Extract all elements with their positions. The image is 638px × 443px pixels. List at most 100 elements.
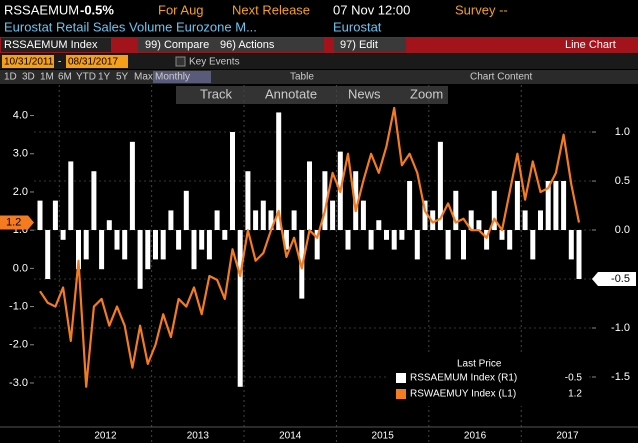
bar xyxy=(468,210,474,231)
tool[interactable]: Track xyxy=(200,86,233,101)
y-tick-label: 4.0 xyxy=(13,109,28,121)
start-date[interactable]: 10/31/2011 xyxy=(4,57,54,68)
legend xyxy=(388,354,588,406)
bar xyxy=(222,230,228,240)
bar xyxy=(83,230,89,260)
bar xyxy=(199,230,205,250)
tab[interactable]: 3D xyxy=(22,72,35,83)
compare-button[interactable] xyxy=(138,38,214,52)
tool[interactable]: News xyxy=(348,86,381,101)
y-tick-label: -3.0 xyxy=(9,377,28,389)
bar xyxy=(353,171,359,231)
bar xyxy=(576,230,582,280)
view: Line Chart xyxy=(565,39,616,51)
tab[interactable]: Table xyxy=(290,72,314,83)
bar xyxy=(345,230,351,250)
tab[interactable]: Chart Content xyxy=(470,72,532,83)
y2-tick-label: -1.0 xyxy=(611,322,630,334)
bar xyxy=(414,230,420,260)
checkbox[interactable] xyxy=(175,56,186,67)
y-tick-label: -2.0 xyxy=(9,339,28,351)
bar xyxy=(260,200,266,231)
x-tick-label: 2012 xyxy=(94,431,117,442)
bar xyxy=(168,210,174,231)
security-box[interactable] xyxy=(1,38,111,52)
bar xyxy=(137,230,143,289)
survey: Survey -- xyxy=(455,2,508,17)
tab[interactable]: Max xyxy=(134,72,153,83)
tab[interactable]: 1M xyxy=(40,72,54,83)
y-tick-label: 0.0 xyxy=(13,262,28,274)
actions-button[interactable] xyxy=(214,38,324,52)
start-box[interactable] xyxy=(2,55,54,68)
value-tag xyxy=(0,215,34,230)
value-tag-label: 1.2 xyxy=(6,216,21,228)
actions[interactable]: 96) Actions xyxy=(220,39,275,51)
tab[interactable]: 6M xyxy=(58,72,72,83)
legend-name: RSWAEMUY Index (L1) xyxy=(410,389,516,400)
bar xyxy=(76,230,81,270)
bar xyxy=(268,210,274,231)
legend-swatch xyxy=(396,373,406,383)
bar xyxy=(437,141,443,231)
bar xyxy=(314,230,320,260)
end-date[interactable]: 08/31/2017 xyxy=(68,57,118,68)
compare[interactable]: 99) Compare xyxy=(145,39,209,51)
bar xyxy=(545,181,551,231)
tool[interactable]: Annotate xyxy=(265,86,317,101)
bar xyxy=(568,230,574,260)
y2-tick-label: 1.0 xyxy=(615,126,630,138)
bar xyxy=(99,230,105,270)
bar xyxy=(399,230,405,240)
tab[interactable]: YTD xyxy=(76,72,96,83)
bar xyxy=(160,230,166,260)
bar xyxy=(376,220,382,231)
key-events[interactable]: Key Events xyxy=(189,57,240,68)
edit-button[interactable] xyxy=(334,38,406,52)
tab[interactable]: 5Y xyxy=(116,72,129,83)
bar xyxy=(114,230,120,250)
bar xyxy=(368,230,374,250)
bar xyxy=(360,200,366,231)
bar xyxy=(37,200,43,231)
bar xyxy=(507,230,513,250)
bar xyxy=(561,181,567,231)
security[interactable]: RSSAEMUM Index xyxy=(4,39,98,51)
tab[interactable]: 1Y xyxy=(98,72,111,83)
ticker: RSSAEMUM xyxy=(4,2,79,17)
bar xyxy=(491,190,497,231)
end-box[interactable] xyxy=(66,55,128,68)
bar xyxy=(106,220,112,231)
tab[interactable]: Monthly xyxy=(155,72,190,83)
bar xyxy=(191,230,197,270)
legend-swatch xyxy=(396,389,406,399)
bar xyxy=(291,210,297,231)
y-tick-label: 3.0 xyxy=(13,148,28,160)
bar xyxy=(206,230,212,260)
bar xyxy=(145,230,151,270)
separator: - xyxy=(58,57,61,68)
bar xyxy=(430,210,436,231)
bar xyxy=(530,230,536,260)
value-tag xyxy=(592,272,636,287)
source: Eurostat xyxy=(333,19,382,34)
tab-active[interactable] xyxy=(153,71,211,83)
value-tag-label: -0.5 xyxy=(611,273,630,285)
bar xyxy=(453,190,459,231)
bar xyxy=(230,132,235,231)
bar xyxy=(237,230,243,387)
legend-title: Last Price xyxy=(457,359,502,370)
bar xyxy=(499,230,505,240)
legend-value: -0.5 xyxy=(565,373,583,384)
y-tick-label: 2.0 xyxy=(13,186,28,198)
x-tick-label: 2016 xyxy=(464,431,487,442)
bar xyxy=(553,181,559,231)
release-date: 07 Nov 12:00 xyxy=(333,2,410,17)
description: Eurostat Retail Sales Volume Eurozone M.… xyxy=(4,19,257,34)
bar xyxy=(52,200,58,231)
tool[interactable]: Zoom xyxy=(410,86,443,101)
edit[interactable]: 97) Edit xyxy=(340,39,378,51)
tab[interactable]: 1D xyxy=(4,72,17,83)
bar xyxy=(214,210,220,231)
